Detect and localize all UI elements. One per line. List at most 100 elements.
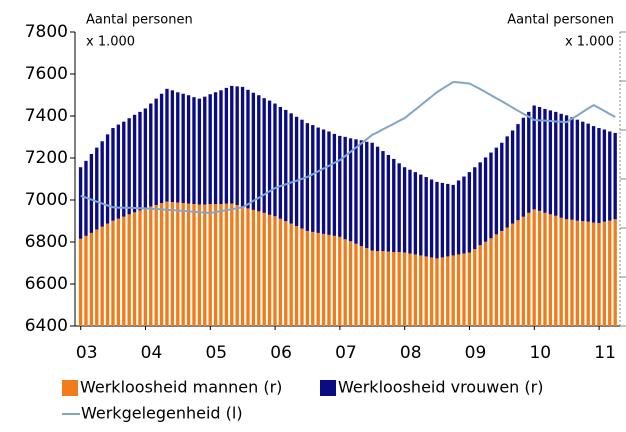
- bar: [348, 138, 353, 242]
- bar: [575, 119, 580, 221]
- bar: [597, 128, 601, 224]
- bar: [462, 253, 466, 326]
- bar: [505, 136, 509, 228]
- bar: [143, 108, 148, 209]
- bar: [251, 92, 256, 210]
- bar: [100, 226, 104, 326]
- bar: [176, 92, 180, 203]
- bar: [224, 87, 229, 204]
- legend-label: Werkloosheid mannen (r): [80, 378, 282, 397]
- bar: [289, 223, 293, 326]
- bar: [375, 251, 380, 326]
- bar: [127, 214, 131, 326]
- bar: [284, 109, 288, 222]
- bar: [213, 203, 218, 326]
- bar: [203, 96, 207, 205]
- bar: [500, 142, 504, 231]
- bar: [343, 239, 347, 326]
- bar: [89, 154, 94, 233]
- bar: [446, 256, 450, 326]
- line: [80, 80, 616, 215]
- bar: [154, 98, 158, 205]
- bar: [95, 147, 99, 230]
- bar: [267, 214, 272, 326]
- x-tick-label: 08: [400, 343, 422, 363]
- bar: [532, 105, 536, 210]
- bar: [564, 115, 569, 220]
- bar: [111, 128, 115, 221]
- bar: [192, 97, 196, 204]
- right-axis-label: Aantal personen: [507, 13, 614, 28]
- bar: [424, 177, 428, 257]
- bar: [208, 203, 212, 326]
- legend-label: Werkloosheid vrouwen (r): [338, 378, 543, 397]
- bar: [127, 118, 131, 215]
- bar: [224, 203, 229, 326]
- bar: [613, 132, 617, 220]
- bar: [408, 169, 412, 254]
- bar: [413, 172, 418, 255]
- x-tick-label: 07: [335, 343, 357, 363]
- bar: [510, 223, 515, 326]
- bar: [581, 121, 585, 222]
- bar: [365, 141, 369, 249]
- bar: [586, 123, 590, 222]
- bar: [505, 227, 509, 326]
- bar: [78, 238, 83, 326]
- bar: [554, 111, 558, 216]
- bar: [197, 204, 202, 326]
- bar: [608, 220, 612, 326]
- bar: [570, 219, 574, 326]
- bar: [78, 167, 83, 239]
- bar: [435, 258, 439, 326]
- x-tick-label: 10: [529, 343, 551, 363]
- y-tick-label: 6600: [25, 274, 68, 294]
- bar: [559, 217, 563, 326]
- bar: [559, 113, 563, 218]
- x-tick-label: 04: [141, 343, 163, 363]
- bar: [527, 212, 531, 326]
- bar: [478, 245, 482, 326]
- y-tick-label: 6400: [25, 316, 68, 336]
- bar: [316, 232, 320, 326]
- bar: [510, 130, 515, 224]
- bar: [494, 147, 499, 235]
- bar: [613, 219, 617, 326]
- y-tick-label: 7400: [25, 106, 68, 126]
- bar: [489, 152, 493, 239]
- legend-swatch: [320, 380, 336, 396]
- bar: [408, 253, 412, 326]
- bar: [348, 241, 353, 326]
- bar: [138, 111, 142, 211]
- bar: [419, 255, 423, 326]
- bar: [311, 231, 315, 326]
- bar: [116, 218, 121, 326]
- y-tick-label: 7000: [25, 190, 68, 210]
- bar: [462, 176, 466, 254]
- bar: [429, 179, 434, 258]
- y-tick-label: 7200: [25, 148, 68, 168]
- bar: [354, 139, 358, 244]
- bar: [154, 204, 158, 326]
- bar: [602, 129, 607, 222]
- bar: [338, 236, 342, 326]
- y-tick-label: 6800: [25, 232, 68, 252]
- bar: [143, 208, 148, 326]
- bar: [548, 214, 553, 326]
- bar: [456, 254, 461, 326]
- bar: [213, 92, 218, 204]
- bar: [321, 129, 326, 234]
- bar: [370, 250, 374, 326]
- bar: [435, 181, 439, 259]
- bar: [149, 206, 153, 326]
- bar: [327, 131, 331, 235]
- bar: [186, 203, 191, 326]
- bar: [316, 127, 320, 233]
- bar: [116, 124, 121, 219]
- bar: [149, 103, 153, 207]
- bar: [359, 140, 364, 247]
- bar: [424, 256, 428, 326]
- bar: [365, 248, 369, 326]
- bar: [262, 98, 266, 213]
- right-axis-label: x 1.000: [565, 35, 614, 50]
